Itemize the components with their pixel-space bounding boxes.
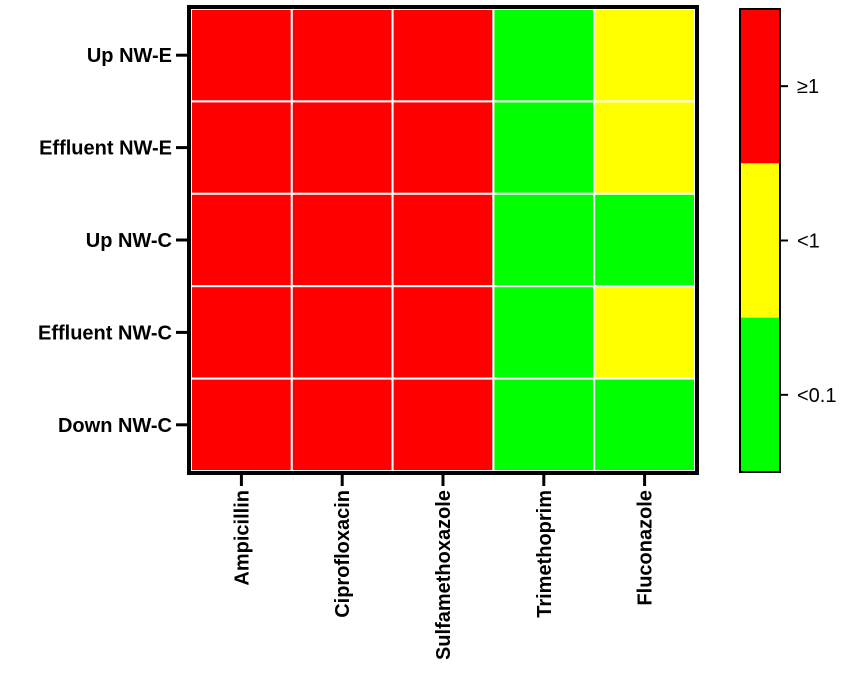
column-label: Ampicillin xyxy=(231,490,253,586)
heatmap-cell xyxy=(190,192,293,288)
legend-label: <0.1 xyxy=(797,385,836,407)
heatmap-cell xyxy=(593,100,697,195)
heatmap-cell xyxy=(290,100,394,195)
legend-swatch xyxy=(740,163,780,318)
legend-label: ≥1 xyxy=(797,76,819,98)
legend-label: <1 xyxy=(797,231,820,253)
heatmap-cells xyxy=(190,8,697,473)
heatmap-cell xyxy=(190,8,293,103)
row-axis: Up NW-E Effluent NW-E Up NW-C Effluent NW-C… xyxy=(38,45,189,437)
row-label: Effluent NW-C xyxy=(38,322,172,344)
heatmap-cell xyxy=(492,8,596,103)
column-axis: Ampicillin Ciprofloxacin Sulfamethoxazole T… xyxy=(231,473,657,660)
heatmap-cell xyxy=(391,100,495,195)
heatmap-cell xyxy=(391,377,495,473)
heatmap-cell xyxy=(290,285,394,380)
row-label: Up NW-E xyxy=(87,45,172,67)
column-label: Trimethoprim xyxy=(534,490,556,618)
heatmap-cell xyxy=(492,285,596,380)
legend-swatch xyxy=(740,9,780,164)
heatmap-cell xyxy=(593,8,697,103)
heatmap-cell xyxy=(190,285,293,380)
row-label: Down NW-C xyxy=(58,415,172,437)
heatmap-cell xyxy=(492,192,596,288)
heatmap-cell xyxy=(290,377,394,473)
heatmap-cell xyxy=(290,192,394,288)
column-label: Sulfamethoxazole xyxy=(433,490,455,660)
column-label: Fluconazole xyxy=(635,490,657,606)
heatmap-cell xyxy=(391,192,495,288)
heatmap-cell xyxy=(593,192,697,288)
heatmap-cell xyxy=(290,8,394,103)
color-legend: ≥1 <1 <0.1 xyxy=(739,8,836,473)
heatmap-cell xyxy=(391,285,495,380)
heatmap-cell xyxy=(492,377,596,473)
heatmap-cell xyxy=(190,100,293,195)
legend-swatch xyxy=(740,317,780,472)
column-label: Ciprofloxacin xyxy=(332,490,354,618)
row-label: Effluent NW-E xyxy=(39,138,172,160)
heatmap-cell xyxy=(190,377,293,473)
heatmap-cell xyxy=(391,8,495,103)
row-label: Up NW-C xyxy=(86,230,172,252)
heatmap-cell xyxy=(492,100,596,195)
heatmap-cell xyxy=(593,285,697,380)
heatmap-cell xyxy=(593,377,697,473)
